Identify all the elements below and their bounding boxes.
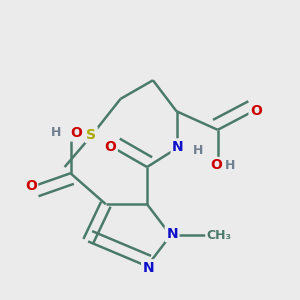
Text: N: N [166,227,178,241]
Text: CH₃: CH₃ [207,229,232,242]
Text: O: O [104,140,116,154]
Text: O: O [70,126,82,140]
Text: O: O [25,178,37,193]
Text: O: O [250,104,262,118]
Text: N: N [172,140,184,154]
Text: N: N [143,261,154,275]
Text: H: H [51,127,62,140]
Text: H: H [225,159,236,172]
Text: S: S [86,128,96,142]
Text: O: O [210,158,222,172]
Text: H: H [193,143,203,157]
